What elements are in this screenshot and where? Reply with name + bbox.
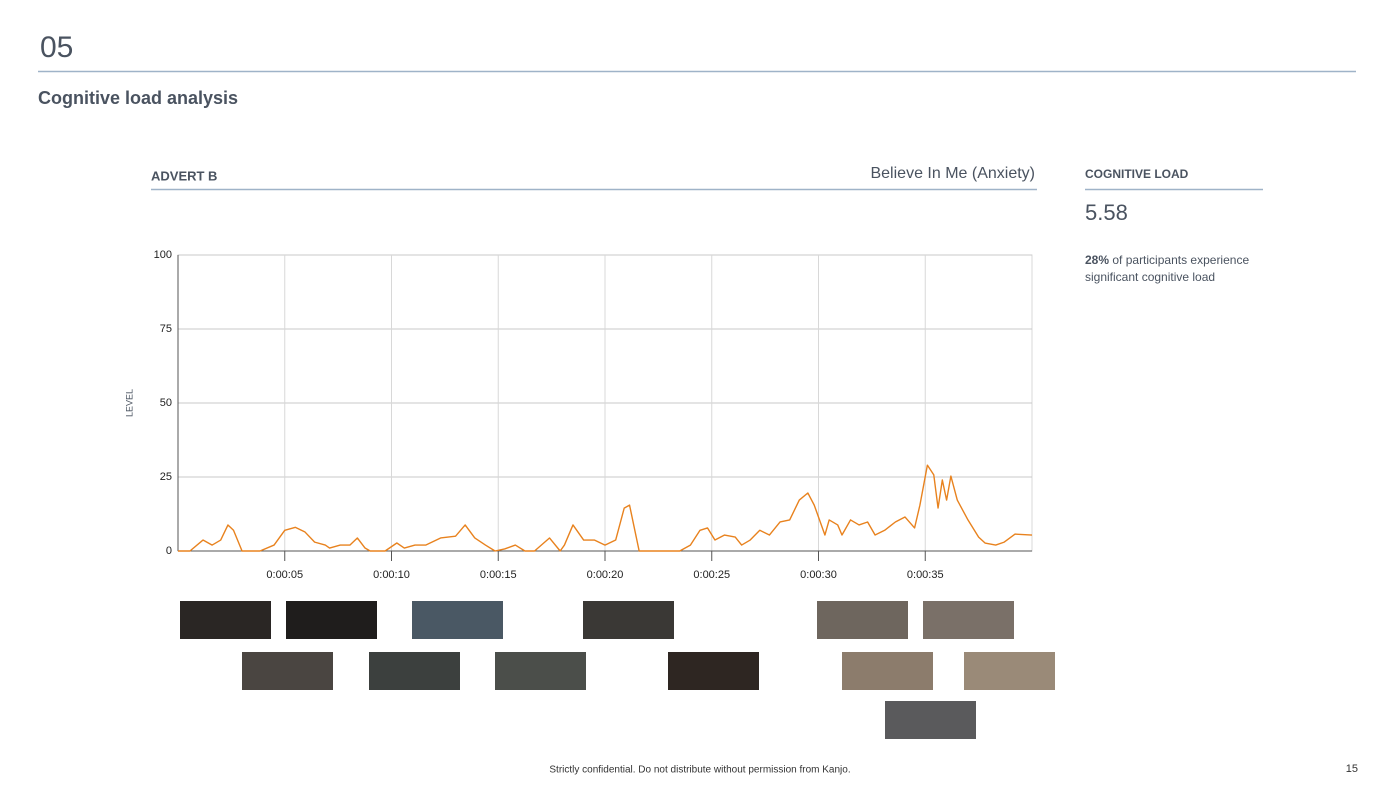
- x-tick-label: 0:00:25: [693, 569, 730, 581]
- thumbnail: [495, 652, 586, 690]
- thumbnail: [583, 601, 674, 639]
- x-tick-label: 0:00:10: [373, 569, 410, 581]
- advert-label: ADVERT B: [151, 168, 217, 183]
- thumbnail: [817, 601, 908, 639]
- x-tick-label: 0:00:35: [907, 569, 944, 581]
- stat-value: 5.58: [1085, 200, 1128, 225]
- thumbnail: [923, 601, 1014, 639]
- thumbnail: [369, 652, 460, 690]
- y-tick-label: 0: [166, 545, 172, 557]
- y-axis-label: LEVEL: [124, 389, 134, 417]
- x-tick-label: 0:00:20: [587, 569, 624, 581]
- thumbnails: [180, 601, 1055, 739]
- thumbnail: [412, 601, 503, 639]
- x-tick-label: 0:00:15: [480, 569, 517, 581]
- y-tick-label: 100: [154, 249, 172, 261]
- x-tick-label: 0:00:30: [800, 569, 837, 581]
- line-series: [178, 464, 1033, 552]
- thumbnail: [842, 652, 933, 690]
- stat-note-bold: 28%: [1085, 253, 1110, 267]
- y-tick-label: 75: [160, 323, 172, 335]
- stat-note-text: of participants experience significant c…: [1085, 253, 1250, 284]
- stat-note: 28% of participants experience significa…: [1085, 252, 1260, 286]
- section-number: 05: [40, 31, 73, 64]
- thumbnail: [668, 652, 759, 690]
- footer: Strictly confidential. Do not distribute…: [549, 765, 850, 776]
- thumbnail: [180, 601, 271, 639]
- y-tick-label: 50: [160, 397, 172, 409]
- thumbnail: [242, 652, 333, 690]
- advert-title: Believe In Me (Anxiety): [870, 165, 1035, 182]
- thumbnail: [286, 601, 377, 639]
- page-number: 15: [1346, 763, 1358, 775]
- thumbnail: [964, 652, 1055, 690]
- chart: 0 25 50 75 100 0:00:05 0:00:10 0:00:15 0:00:20 0:…: [124, 249, 1033, 581]
- stat-label: COGNITIVE LOAD: [1085, 167, 1189, 181]
- y-tick-label: 25: [160, 471, 172, 483]
- heading: Cognitive load analysis: [38, 88, 238, 108]
- thumbnail: [885, 701, 976, 739]
- x-tick-label: 0:00:05: [266, 569, 303, 581]
